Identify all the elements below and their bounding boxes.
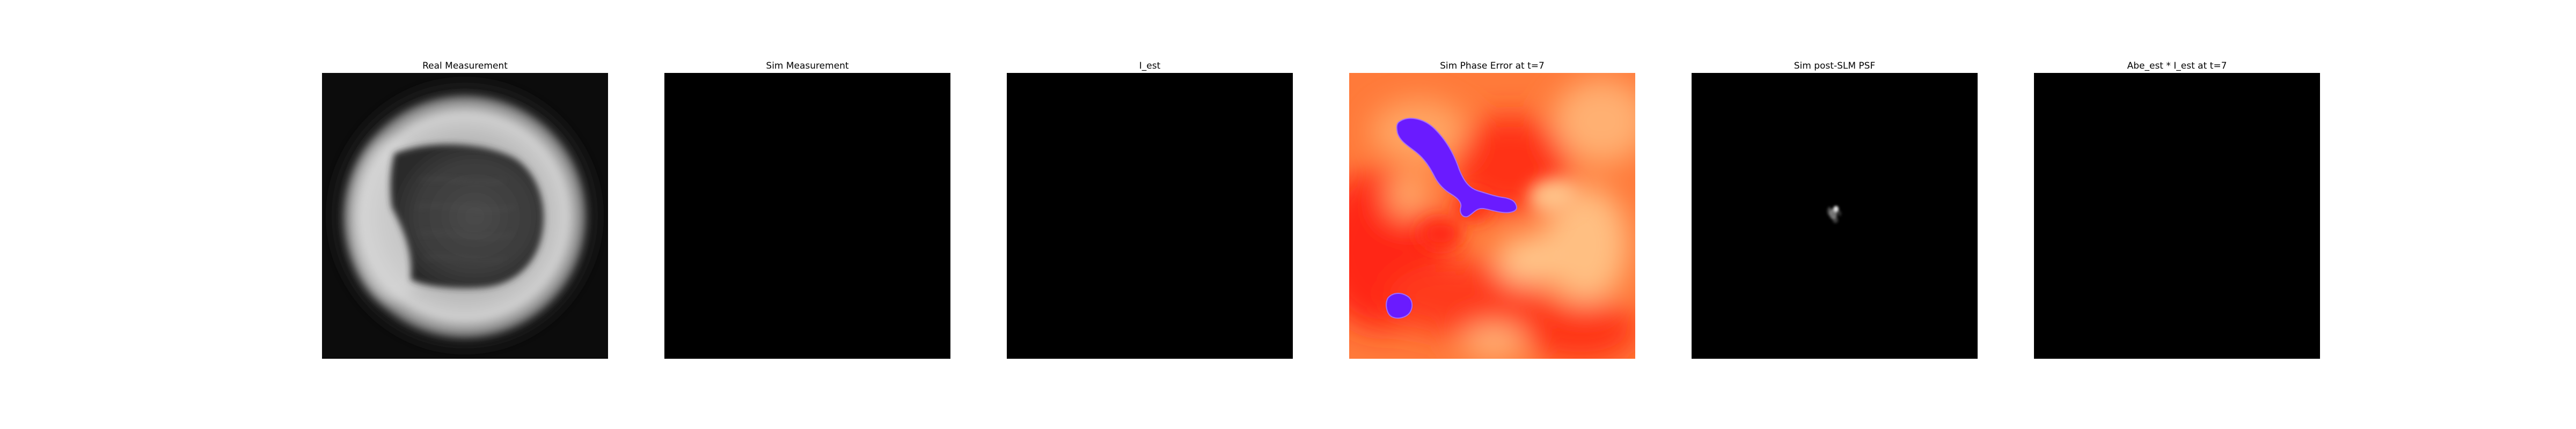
psf-svg [1692,73,1978,359]
i-est-image [1007,73,1293,359]
panel-title: Sim Measurement [766,61,849,71]
interior-texture [415,178,516,262]
panel-sim-post-slm-psf: Sim post-SLM PSF [1692,0,1978,429]
phase-error-svg [1349,73,1635,359]
panel-title: Real Measurement [422,61,508,71]
panel-title: Sim Phase Error at t=7 [1440,61,1545,71]
panel-title: Abe_est * I_est at t=7 [2127,61,2227,71]
panel-sim-phase-error: Sim Phase Error at t=7 [1349,0,1635,429]
abe-est-i-est-image [2034,73,2320,359]
panel-abe-est-times-i-est: Abe_est * I_est at t=7 [2034,0,2320,429]
real-measurement-svg [322,73,608,359]
panel-sim-measurement: Sim Measurement [664,0,950,429]
panel-title: I_est [1139,61,1161,71]
phase-error-image [1349,73,1635,359]
real-measurement-image [322,73,608,359]
phase-low-region-main [1396,117,1517,218]
panel-real-measurement: Real Measurement [322,0,608,429]
panel-i-est: I_est [1007,0,1293,429]
psf-spot [1827,206,1841,223]
psf-image [1692,73,1978,359]
dark-d-shape [390,144,544,289]
sim-measurement-image [664,73,950,359]
panel-title: Sim post-SLM PSF [1794,61,1876,71]
phase-low-region-small [1386,293,1413,319]
